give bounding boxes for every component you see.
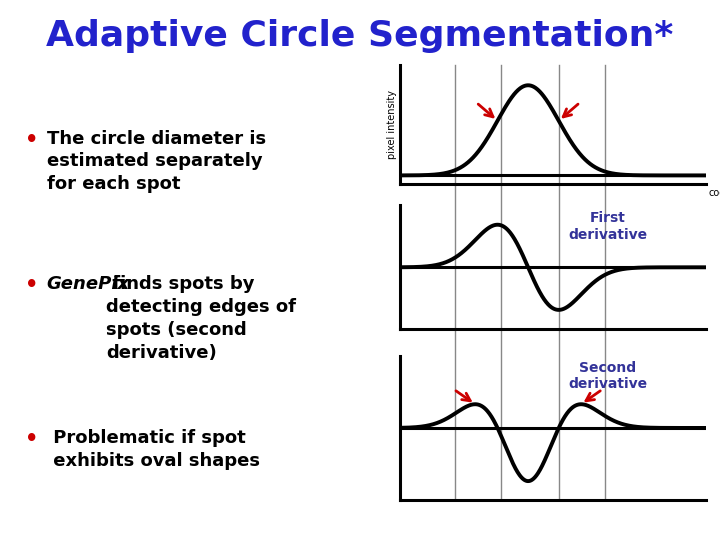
Text: GenePix: GenePix <box>47 275 130 293</box>
Text: •: • <box>25 130 39 150</box>
Text: Problematic if spot
 exhibits oval shapes: Problematic if spot exhibits oval shapes <box>47 429 260 470</box>
Text: •: • <box>25 429 39 449</box>
Text: Second
derivative: Second derivative <box>568 361 647 391</box>
Text: First
derivative: First derivative <box>568 211 647 241</box>
Text: The circle diameter is
estimated separately
for each spot: The circle diameter is estimated separat… <box>47 130 266 193</box>
Y-axis label: pixel intensity: pixel intensity <box>387 90 397 159</box>
Text: Adaptive Circle Segmentation*: Adaptive Circle Segmentation* <box>46 19 674 53</box>
Text: •: • <box>25 275 39 295</box>
Text: finds spots by
detecting edges of
spots (second
derivative): finds spots by detecting edges of spots … <box>106 275 296 362</box>
Text: coord.: coord. <box>708 188 720 198</box>
